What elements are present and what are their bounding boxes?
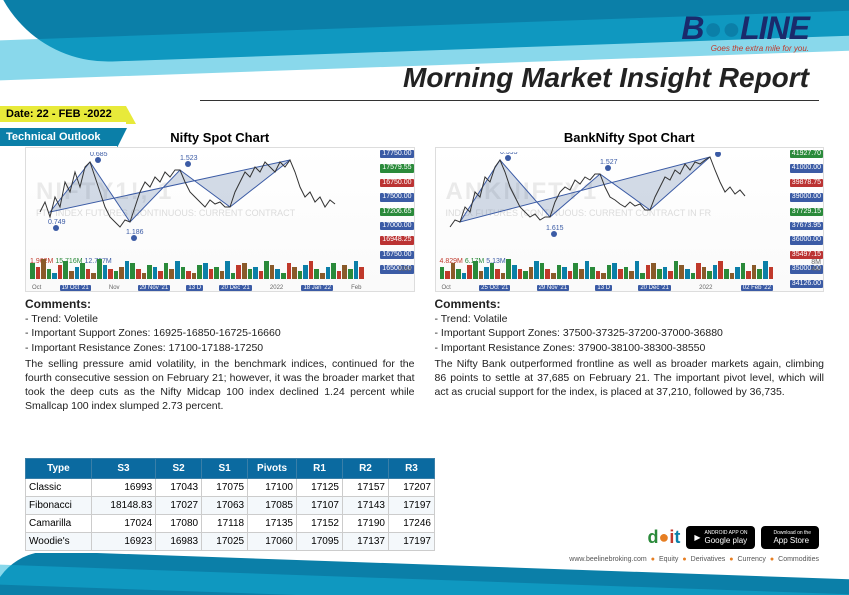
footer-badges: d●it ▶ ANDROID APP ON Google play Downlo… bbox=[647, 526, 819, 549]
pivot-cell: Fibonacci bbox=[26, 497, 92, 515]
pivot-cell: 17085 bbox=[248, 497, 297, 515]
brand-logo: B●●LINE bbox=[681, 10, 809, 47]
app-store-badge[interactable]: Download on the App Store bbox=[761, 526, 819, 549]
pivot-cell: Classic bbox=[26, 479, 92, 497]
pivot-cell: 17043 bbox=[156, 479, 202, 497]
pivot-header-cell: Type bbox=[26, 459, 92, 479]
chart-y-labels: 17750.0017579.5516750.0017500.0017206.65… bbox=[380, 150, 413, 274]
nifty-chart-column: Nifty Spot Chart NIFTY1!, 1FTY INDEX FUT… bbox=[25, 130, 415, 413]
banknifty-chart-title: BankNifty Spot Chart bbox=[435, 130, 825, 145]
comment-line: - Important Resistance Zones: 37900-3810… bbox=[435, 341, 825, 355]
pivot-cell: 17152 bbox=[297, 515, 343, 533]
comment-line: - Important Support Zones: 16925-16850-1… bbox=[25, 326, 415, 340]
svg-text:1.615: 1.615 bbox=[546, 225, 564, 232]
app-label: App Store bbox=[773, 536, 811, 545]
footer-banner bbox=[0, 553, 849, 595]
date-badge: Date: 22 - FEB -2022 bbox=[0, 106, 126, 122]
price-chart-svg: 0.3931.6151.5270.252 bbox=[440, 152, 760, 252]
pivot-header-cell: Pivots bbox=[248, 459, 297, 479]
pivot-cell: 17118 bbox=[202, 515, 248, 533]
nifty-comment-body: The selling pressure amid volatility, in… bbox=[25, 357, 415, 414]
pivot-cell: 17100 bbox=[248, 479, 297, 497]
pivot-header-cell: R1 bbox=[297, 459, 343, 479]
comment-line: - Important Resistance Zones: 17100-1718… bbox=[25, 341, 415, 355]
pivot-cell: 17197 bbox=[388, 533, 434, 551]
pivot-cell: 17060 bbox=[248, 533, 297, 551]
pivot-cell: Camarilla bbox=[26, 515, 92, 533]
pivot-cell: 17137 bbox=[342, 533, 388, 551]
comment-line: - Trend: Volatile bbox=[435, 312, 825, 326]
volume-bars bbox=[30, 259, 364, 279]
banknifty-comment-body: The Nifty Bank outperformed frontline as… bbox=[435, 357, 825, 400]
pivot-header-cell: S2 bbox=[156, 459, 202, 479]
pivot-cell: 17095 bbox=[297, 533, 343, 551]
pivot-cell: 17025 bbox=[202, 533, 248, 551]
pivot-cell: 17135 bbox=[248, 515, 297, 533]
pivot-header-cell: S1 bbox=[202, 459, 248, 479]
pivot-row: Fibonacci18148.8317027170631708517107171… bbox=[26, 497, 435, 515]
pivot-header-cell: R2 bbox=[342, 459, 388, 479]
pivot-header-cell: R3 bbox=[388, 459, 434, 479]
banknifty-comments: Comments: - Trend: Volatile- Important S… bbox=[435, 296, 825, 399]
price-chart-svg: 0.749 0.685 1.186 1.523 bbox=[30, 152, 350, 252]
pivot-cell: 17143 bbox=[342, 497, 388, 515]
svg-text:1.186: 1.186 bbox=[126, 229, 144, 236]
brand-tagline: Goes the extra mile for you. bbox=[711, 44, 809, 53]
pivot-cell: 17197 bbox=[388, 497, 434, 515]
pivot-cell: 16983 bbox=[156, 533, 202, 551]
banknifty-chart-column: BankNifty Spot Chart ANKNIFTY1INDEX FUTU… bbox=[435, 130, 825, 413]
logo-text-3: LINE bbox=[740, 10, 809, 46]
volume-scale: 8M4M bbox=[811, 259, 821, 273]
chart-x-labels: Oct19 Oct '21Nov29 Nov '2113 D20 Dec '21… bbox=[30, 285, 364, 291]
page-title: Morning Market Insight Report bbox=[403, 62, 809, 94]
pivot-cell: 17190 bbox=[342, 515, 388, 533]
pivot-cell: 16993 bbox=[91, 479, 155, 497]
svg-text:0.749: 0.749 bbox=[48, 219, 66, 226]
pivot-cell: 17080 bbox=[156, 515, 202, 533]
pivot-cell: 16923 bbox=[91, 533, 155, 551]
play-label: Google play bbox=[704, 536, 747, 545]
comments-header: Comments: bbox=[435, 296, 825, 312]
pivot-cell: 17075 bbox=[202, 479, 248, 497]
google-play-badge[interactable]: ▶ ANDROID APP ON Google play bbox=[686, 526, 755, 549]
comments-header: Comments: bbox=[25, 296, 415, 312]
banknifty-chart: ANKNIFTY1INDEX FUTURES (CONTINUOUS: CURR… bbox=[435, 147, 825, 292]
svg-text:1.527: 1.527 bbox=[600, 159, 618, 166]
pivot-row: Camarilla1702417080171181713517152171901… bbox=[26, 515, 435, 533]
pivot-row: Classic169931704317075171001712517157172… bbox=[26, 479, 435, 497]
pivot-cell: 17107 bbox=[297, 497, 343, 515]
doit-logo: d●it bbox=[647, 527, 680, 548]
pivot-cell: 17207 bbox=[388, 479, 434, 497]
svg-text:1.523: 1.523 bbox=[180, 155, 198, 162]
pivot-cell: Woodie's bbox=[26, 533, 92, 551]
nifty-chart-title: Nifty Spot Chart bbox=[25, 130, 415, 145]
nifty-comments: Comments: - Trend: Voletile- Important S… bbox=[25, 296, 415, 413]
title-underline bbox=[200, 100, 819, 101]
play-icon: ▶ bbox=[694, 533, 700, 542]
pivot-cell: 17125 bbox=[297, 479, 343, 497]
pivot-cell: 18148.83 bbox=[91, 497, 155, 515]
pivot-cell: 17027 bbox=[156, 497, 202, 515]
volume-bars bbox=[440, 259, 774, 279]
volume-scale: 10M bbox=[398, 266, 412, 273]
chart-x-labels: Oct25 Oct '2129 Nov '2113 D20 Dec '21202… bbox=[440, 285, 774, 291]
pivot-header-cell: S3 bbox=[91, 459, 155, 479]
comment-line: - Trend: Voletile bbox=[25, 312, 415, 326]
pivot-cell: 17063 bbox=[202, 497, 248, 515]
charts-row: Nifty Spot Chart NIFTY1!, 1FTY INDEX FUT… bbox=[25, 130, 824, 413]
pivot-table: TypeS3S2S1PivotsR1R2R3 Classic1699317043… bbox=[25, 458, 435, 551]
pivot-cell: 17157 bbox=[342, 479, 388, 497]
nifty-chart: NIFTY1!, 1FTY INDEX FUTURES (CONTINUOUS:… bbox=[25, 147, 415, 292]
pivot-cell: 17024 bbox=[91, 515, 155, 533]
svg-text:0.685: 0.685 bbox=[90, 152, 108, 158]
pivot-row: Woodie's16923169831702517060170951713717… bbox=[26, 533, 435, 551]
pivot-cell: 17246 bbox=[388, 515, 434, 533]
logo-text: B bbox=[681, 10, 703, 46]
comment-line: - Important Support Zones: 37500-37325-3… bbox=[435, 326, 825, 340]
